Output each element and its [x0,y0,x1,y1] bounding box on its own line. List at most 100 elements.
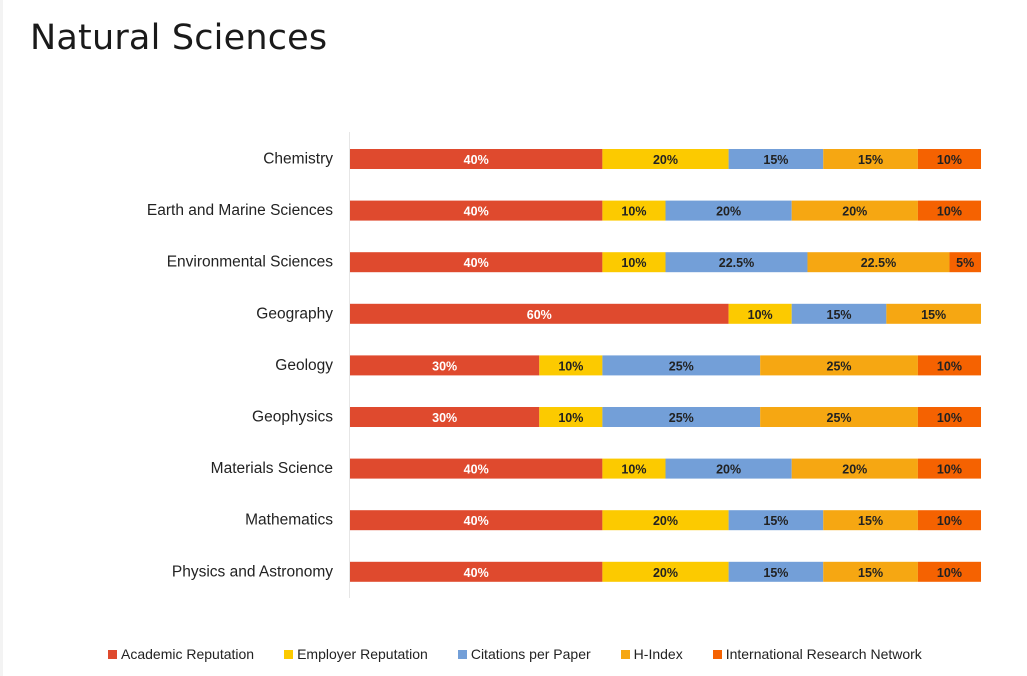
data-label: 40% [464,566,489,580]
data-label: 25% [827,359,852,373]
bar-segment [917,407,981,427]
bar-segment [917,149,981,169]
legend-label: Academic Reputation [121,646,255,662]
bar-segment [539,407,603,427]
bar-segment [350,303,729,324]
bar-segment [350,252,603,273]
data-label: 60% [527,308,552,322]
data-label: 10% [621,256,646,270]
bar-segment [350,561,603,582]
page-title: Natural Sciences [30,18,328,58]
data-label: 10% [558,411,583,425]
category-label: Geology [275,357,333,374]
data-label: 20% [716,463,741,477]
bar-segment [665,252,808,273]
bar-segment [350,458,603,479]
bar-segment [350,200,603,221]
data-label: 10% [558,359,583,373]
legend-label: Citations per Paper [470,646,591,662]
bar-segment [917,510,981,531]
legend-item: H-Index [620,646,683,662]
data-label: 22.5% [719,256,754,270]
data-label: 10% [621,205,646,219]
data-label: 40% [464,256,489,270]
category-label: Mathematics [245,512,333,529]
bar-segment [602,458,666,479]
data-label: 20% [653,566,678,580]
data-label: 20% [842,463,867,477]
bar-segment [350,407,540,427]
data-label: 25% [669,359,694,373]
bar-segment [917,561,981,582]
legend-swatch-icon [712,649,722,659]
bar-segment [602,355,761,376]
bar-segments: 40% 20% 15% 15% 10% 40% 10% 20% 20% 10% 40% 10% 22.5… [350,149,981,582]
category-label: Earth and Marine Sciences [147,202,333,219]
bar-segment [760,355,918,376]
data-label: 10% [621,463,646,477]
data-label: 15% [827,308,852,322]
data-label: 40% [464,514,489,528]
bar-segment [602,200,666,221]
bar-segment [602,149,729,169]
data-label: 10% [937,153,962,167]
data-label: 40% [464,153,489,167]
data-label: 20% [842,205,867,219]
category-label: Materials Science [211,460,333,477]
data-label: 25% [827,411,852,425]
bar-segment [602,510,729,531]
data-label: 15% [858,514,883,528]
bar-segment [807,252,950,273]
bar-segment [917,458,981,479]
data-label: 30% [432,359,457,373]
bar-segment [823,149,918,169]
data-label: 40% [464,205,489,219]
bar-segment [539,355,603,376]
category-label: Chemistry [263,151,333,168]
data-label: 5% [956,256,974,270]
data-label: 40% [464,463,489,477]
legend-label: Employer Reputation [297,646,428,662]
chart-legend: Academic Reputation Employer Reputation Ci… [108,646,952,662]
bar-segment [886,303,981,324]
data-label: 10% [937,205,962,219]
legend-swatch-icon [457,649,467,659]
bar-segment [917,200,981,221]
legend-swatch-icon [284,649,294,659]
data-label: 15% [763,153,788,167]
data-label: 22.5% [861,256,896,270]
bar-segment [728,561,824,582]
data-label: 10% [937,359,962,373]
legend-label: H-Index [633,646,683,662]
data-label: 10% [937,514,962,528]
bar-segment [665,458,792,479]
data-label: 10% [937,463,962,477]
bar-segment [602,561,729,582]
bar-segment [823,561,918,582]
bar-segment [791,303,887,324]
data-label: 10% [748,308,773,322]
data-label: 20% [716,205,741,219]
legend-label: International Research Network [725,646,922,662]
data-label: 20% [653,514,678,528]
data-label: 15% [921,308,946,322]
data-label: 10% [937,411,962,425]
data-label: 25% [669,411,694,425]
bar-segment [728,303,792,324]
data-label: 15% [763,566,788,580]
data-label: 15% [858,566,883,580]
category-label: Environmental Sciences [167,254,334,271]
bar-segment [760,407,918,427]
data-label: 20% [653,153,678,167]
data-label: 30% [432,411,457,425]
bar-segment [728,510,824,531]
bar-segment [350,149,603,169]
legend-item: Academic Reputation [108,646,254,662]
data-label: 10% [937,566,962,580]
bar-segment [350,355,540,376]
bar-segment [823,510,918,531]
bar-segment [350,510,603,531]
legend-item: Citations per Paper [457,646,591,662]
category-labels: Chemistry Earth and Marine Sciences Enviro… [147,151,333,581]
